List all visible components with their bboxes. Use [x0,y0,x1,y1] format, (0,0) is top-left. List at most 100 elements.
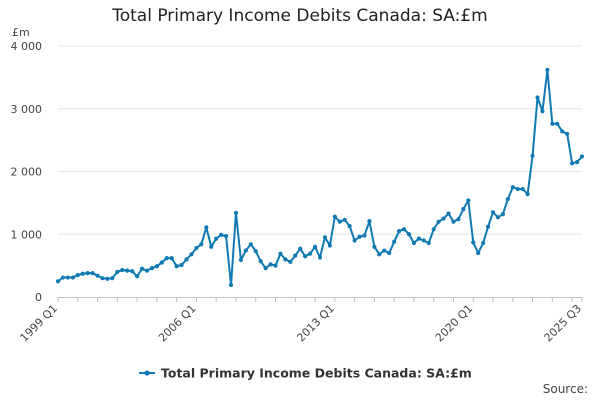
data-point [387,250,392,256]
data-point [154,264,159,269]
data-point [204,225,209,230]
y-tick-label: 4 000 [11,40,43,53]
data-point [65,275,70,280]
data-point [293,253,298,258]
data-point [288,259,293,264]
data-point [396,229,402,234]
data-point [421,238,426,243]
data-point [248,242,253,247]
data-point [149,266,155,271]
data-point [283,257,288,262]
data-point [278,251,283,256]
data-point [382,248,387,253]
data-point [466,198,471,203]
data-point [214,236,219,241]
data-point [80,271,85,276]
data-point [406,232,412,237]
data-point [298,246,303,251]
data-point [337,219,342,224]
data-point [199,242,204,247]
data-point [535,95,540,100]
data-point [268,262,273,267]
data-point [446,211,451,216]
data-point [461,207,466,212]
data-point [352,238,357,243]
data-point [85,271,90,276]
data-point [490,210,496,215]
data-point [342,217,347,222]
data-point [55,279,61,284]
data-point [125,268,130,273]
data-point [401,227,407,232]
data-point [263,266,268,271]
source-label: Source: [542,382,588,396]
data-point [120,267,125,273]
y-axis-unit-label: £m [12,26,30,39]
data-point [184,257,189,262]
data-point [367,218,372,224]
data-point [223,234,229,239]
data-point [500,212,506,217]
data-point [505,197,510,202]
data-point [110,276,115,281]
data-point [174,264,179,269]
data-point [317,255,323,260]
data-point [144,268,150,273]
data-point [139,266,145,271]
y-tick-label: 1 000 [11,228,43,241]
data-point [308,251,313,256]
data-point [560,129,565,134]
data-point [115,269,120,274]
data-point [530,153,535,158]
data-point [164,255,169,261]
data-point [75,272,80,278]
data-point [194,245,199,251]
data-point [476,250,481,256]
x-tick-label: 2006 Q1 [156,302,199,345]
data-point [273,263,278,268]
data-point [189,252,194,257]
data-point [411,240,417,246]
data-point [258,259,263,264]
data-point [105,276,110,281]
data-point [377,252,382,257]
data-point [327,243,332,248]
y-tick-label: 3 000 [11,103,43,116]
data-point [90,271,95,276]
x-tick-label: 2025 Q3 [542,302,585,345]
data-point [134,274,140,279]
data-point [485,224,491,229]
y-tick-label: 2 000 [11,166,43,179]
data-point [238,257,244,263]
x-tick-label: 1999 Q1 [18,302,61,345]
data-point [441,216,446,221]
data-point [426,240,431,246]
data-point [579,154,585,159]
data-point [60,275,66,280]
data-point [303,254,308,259]
data-point [362,233,367,238]
data-point [515,186,520,192]
data-point [555,121,560,126]
data-point [392,239,397,244]
data-point [550,121,555,126]
data-point [228,282,234,288]
data-point [570,161,575,166]
legend-marker [144,370,150,376]
data-point [545,67,550,72]
data-point [95,273,100,278]
data-point [243,248,248,253]
data-point [416,236,421,241]
data-point [219,232,224,237]
data-point [574,159,580,165]
data-point [565,131,570,136]
x-tick-label: 2013 Q1 [294,302,337,345]
data-point [372,244,377,249]
data-point [253,249,258,254]
data-point [525,191,530,197]
legend-label: Total Primary Income Debits Canada: SA:£… [161,366,472,381]
series-line [57,68,583,287]
data-point [100,276,105,281]
data-point [209,244,214,249]
